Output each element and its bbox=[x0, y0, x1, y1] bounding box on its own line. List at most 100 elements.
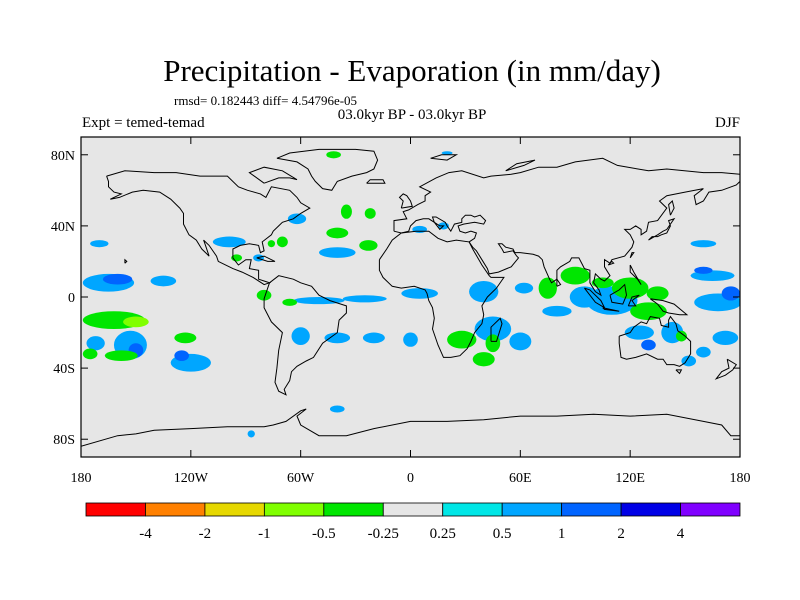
colorbar-label-1: -4 bbox=[139, 526, 152, 542]
anomaly-region-52 bbox=[90, 240, 109, 248]
colorbar-label-2: -2 bbox=[199, 526, 212, 542]
x-tick-label-5: 60E bbox=[509, 471, 532, 486]
anomaly-region-42 bbox=[630, 302, 667, 321]
coastline-taiwan bbox=[629, 252, 635, 259]
anomaly-region-13 bbox=[174, 332, 197, 344]
colorbar-swatch-9 bbox=[561, 502, 622, 517]
colorbar-label-4: -0.5 bbox=[312, 526, 336, 542]
coastline-antarctica bbox=[81, 408, 740, 447]
anomaly-region-69 bbox=[721, 286, 740, 301]
coastline-new-zealand bbox=[714, 358, 738, 380]
coastlines bbox=[81, 148, 740, 447]
anomaly-region-36 bbox=[514, 282, 534, 294]
coastline-iceland bbox=[366, 179, 386, 184]
anomaly-region-23 bbox=[342, 295, 387, 303]
anomaly-region-34 bbox=[509, 332, 532, 351]
colorbar-label-3: -1 bbox=[258, 526, 271, 542]
anomaly-region-2 bbox=[102, 273, 133, 285]
colorbar-label-9: 2 bbox=[617, 526, 625, 542]
coastline-philippines bbox=[629, 264, 642, 285]
anomaly-region-44 bbox=[641, 339, 656, 351]
anomaly-region-21 bbox=[287, 213, 307, 225]
anomaly-region-47 bbox=[712, 330, 739, 345]
anomaly-region-11 bbox=[174, 350, 190, 361]
y-tick-label-5: 80S bbox=[53, 433, 75, 448]
season-label: DJF bbox=[715, 115, 740, 131]
anomaly-region-39 bbox=[560, 266, 590, 285]
coastline-sumatra bbox=[584, 287, 606, 310]
anomaly-region-29 bbox=[362, 332, 385, 344]
y-tick-label-1: 80N bbox=[51, 149, 75, 164]
anomaly-region-5 bbox=[123, 316, 149, 328]
colorbar-label-5: -0.25 bbox=[368, 526, 399, 542]
colorbar-swatch-1 bbox=[85, 502, 146, 517]
x-tick-label-1: 180 bbox=[71, 471, 92, 486]
coastline-hainan bbox=[607, 260, 615, 266]
coastline-british-isles bbox=[398, 193, 413, 209]
map-axes: 180 120W 60W 0 60E 120E 180 80N 40N 0 40S 80S bbox=[51, 137, 751, 486]
colorbar-label-6: 0.25 bbox=[430, 526, 456, 542]
colorbar-swatch-10 bbox=[620, 502, 681, 517]
coastline-north-america bbox=[106, 170, 311, 286]
anomaly-region-53 bbox=[329, 405, 345, 413]
coastline-sulawesi bbox=[627, 294, 640, 307]
colorbar-swatch-7 bbox=[442, 502, 503, 517]
anomaly-region-37 bbox=[542, 305, 572, 317]
anomaly-region-16 bbox=[318, 247, 356, 258]
coastline-japan bbox=[648, 217, 676, 241]
anomaly-region-28 bbox=[324, 332, 351, 344]
anomaly-region-48 bbox=[681, 355, 697, 367]
coastline-australia bbox=[618, 315, 692, 367]
anomaly-region-30 bbox=[403, 332, 418, 347]
anomaly-region-43 bbox=[624, 325, 654, 340]
anomaly-region-18 bbox=[326, 227, 349, 239]
coastline-africa bbox=[378, 230, 505, 358]
x-tick-label-3: 60W bbox=[287, 471, 315, 486]
colorbar-swatch-3 bbox=[204, 502, 265, 517]
anomaly-region-25 bbox=[256, 289, 272, 301]
stats-label: rmsd= 0.182443 diff= 4.54796e-05 bbox=[174, 93, 357, 108]
anomaly-region-56 bbox=[441, 151, 453, 155]
colorbar-label-7: 0.5 bbox=[493, 526, 512, 542]
colorbar-swatch-2 bbox=[145, 502, 206, 517]
anomaly-region-9 bbox=[82, 348, 98, 360]
x-tick-label-4: 0 bbox=[407, 471, 414, 486]
x-tick-label-2: 120W bbox=[174, 471, 209, 486]
anomaly-region-8 bbox=[86, 336, 105, 351]
anomaly-region-57 bbox=[267, 240, 276, 248]
chart-subtitle: 03.0kyr BP - 03.0kyr BP bbox=[338, 107, 487, 123]
coastline-south-america bbox=[263, 275, 347, 396]
anomaly-region-68 bbox=[696, 346, 711, 358]
colorbar-swatch-6 bbox=[382, 502, 444, 517]
anomaly-region-50 bbox=[694, 266, 713, 274]
anomaly-region-60 bbox=[412, 225, 427, 233]
coastline-hawaii bbox=[124, 258, 128, 264]
y-tick-label-4: 40S bbox=[53, 362, 75, 377]
colorbar: -4 -2 -1 -0.5 -0.25 0.25 0.5 1 2 4 bbox=[85, 502, 741, 542]
y-tick-label-2: 40N bbox=[51, 220, 75, 235]
anomaly-region-27 bbox=[291, 327, 310, 345]
colorbar-swatch-8 bbox=[501, 502, 563, 517]
colorbar-swatch-11 bbox=[680, 502, 741, 517]
anomaly-region-15 bbox=[276, 236, 288, 248]
colorbar-label-10: 4 bbox=[677, 526, 685, 542]
coastline-baffin bbox=[248, 166, 298, 184]
anomaly-region-41 bbox=[611, 277, 649, 299]
coastline-madagascar bbox=[490, 317, 503, 342]
coastline-java bbox=[602, 307, 620, 312]
anomaly-region-63 bbox=[485, 334, 501, 353]
coastline-sri-lanka bbox=[556, 277, 562, 287]
coastline-new-guinea bbox=[650, 298, 689, 316]
coastline-tasmania bbox=[675, 369, 683, 375]
coastline-sakhalin bbox=[668, 200, 675, 216]
anomaly-region-19 bbox=[340, 204, 352, 219]
anomaly-region-12 bbox=[104, 350, 138, 361]
anomaly-region-51 bbox=[690, 240, 717, 248]
anomaly-region-26 bbox=[282, 298, 298, 306]
anomaly-region-35 bbox=[469, 281, 499, 303]
anomaly-region-65 bbox=[591, 277, 614, 289]
anomaly-region-14 bbox=[212, 236, 246, 248]
coastline-borneo bbox=[609, 283, 628, 305]
anomaly-region-55 bbox=[326, 151, 341, 159]
